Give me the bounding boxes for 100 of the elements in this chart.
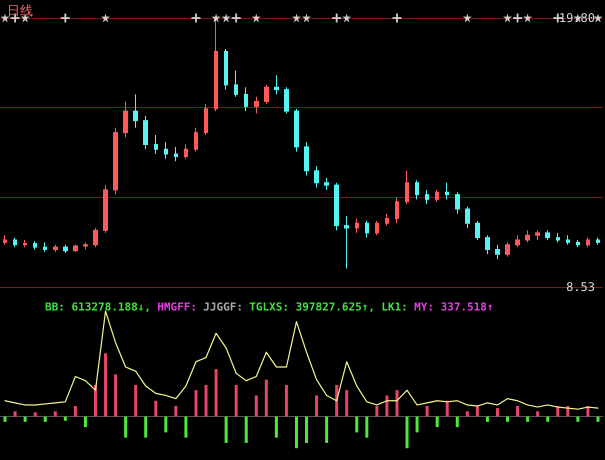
candlestick [495, 244, 500, 260]
bar [4, 416, 7, 422]
bar [124, 416, 128, 438]
bar [406, 416, 409, 448]
bar [294, 416, 298, 448]
candlestick [455, 192, 460, 214]
bar [164, 416, 168, 432]
bar [234, 384, 238, 417]
candlestick [184, 144, 188, 160]
candlestick [535, 230, 540, 240]
candlestick [385, 213, 389, 226]
bar [546, 416, 550, 422]
candlestick [576, 239, 580, 248]
candlestick [43, 242, 47, 252]
candlestick [334, 182, 339, 231]
annotation: HMGFF: [157, 300, 197, 314]
candlestick [405, 170, 409, 205]
bar [174, 406, 178, 417]
candlestick [3, 234, 7, 246]
annotation: MY: 337.518↑ [414, 300, 494, 314]
candlestick [93, 228, 98, 248]
annotation: JJGGF: [203, 300, 243, 314]
candlestick [73, 244, 78, 252]
candlestick [33, 240, 37, 250]
bar [84, 416, 87, 428]
candlestick [83, 242, 88, 250]
bar [34, 412, 37, 417]
candlestick [63, 244, 68, 254]
candlestick [596, 237, 600, 246]
candlestick [395, 196, 399, 224]
candlestick [13, 237, 17, 248]
candlestick [314, 165, 319, 188]
bar [335, 384, 338, 417]
bar [204, 384, 208, 417]
bar [416, 416, 419, 432]
candlestick [475, 220, 480, 240]
candlestick [304, 142, 309, 176]
candlestick [294, 108, 299, 152]
candlestick [164, 142, 168, 160]
candlestick [445, 182, 449, 200]
candlestick [154, 134, 158, 155]
candlestick [415, 180, 419, 200]
bar [44, 416, 47, 422]
candlestick [133, 94, 138, 128]
bar [305, 416, 308, 443]
candlestick [556, 232, 560, 243]
bar [64, 416, 67, 421]
bar [476, 406, 479, 417]
candlestick [224, 48, 228, 90]
candlestick [23, 239, 27, 248]
bar [214, 369, 218, 417]
bar [345, 390, 348, 417]
bar [536, 411, 540, 417]
candlestick [123, 101, 128, 138]
bar [254, 395, 258, 417]
candlestick [545, 230, 550, 240]
bar [74, 406, 77, 417]
candlestick [515, 234, 520, 248]
bar [144, 416, 148, 438]
annotation: BB: 613278.188↓, [45, 300, 151, 314]
bar [395, 390, 398, 417]
candlestick [274, 74, 279, 95]
bar [576, 416, 580, 422]
bar [325, 416, 328, 443]
candlestick [194, 127, 198, 152]
bar [466, 411, 469, 417]
candlestick [204, 103, 208, 136]
candlestick [324, 177, 329, 190]
bar [194, 390, 198, 417]
bar [114, 374, 118, 417]
bar [436, 416, 439, 428]
candlestick [234, 70, 238, 98]
candlestick [113, 127, 118, 196]
candlestick [103, 184, 108, 234]
bar [104, 353, 108, 417]
candlestick [365, 220, 369, 238]
bar [385, 395, 388, 417]
bar [244, 416, 248, 443]
candlestick [465, 206, 470, 229]
candlestick [355, 218, 359, 234]
candlestick [375, 220, 379, 236]
candlestick [53, 244, 58, 252]
chart-title: 日线 [7, 4, 33, 19]
bar [264, 380, 268, 417]
bar [224, 416, 228, 443]
bar [526, 416, 530, 422]
bar [516, 406, 520, 417]
candlestick [344, 216, 349, 270]
bar [365, 416, 368, 438]
bar [315, 395, 318, 417]
bar [24, 416, 27, 422]
bar [94, 384, 97, 417]
candlestick [425, 189, 429, 205]
candlestick [254, 96, 259, 114]
candlestick [485, 234, 490, 255]
bar [596, 416, 600, 422]
bar [456, 416, 459, 428]
bar [486, 416, 489, 422]
bar [426, 406, 429, 417]
bar [154, 400, 158, 417]
